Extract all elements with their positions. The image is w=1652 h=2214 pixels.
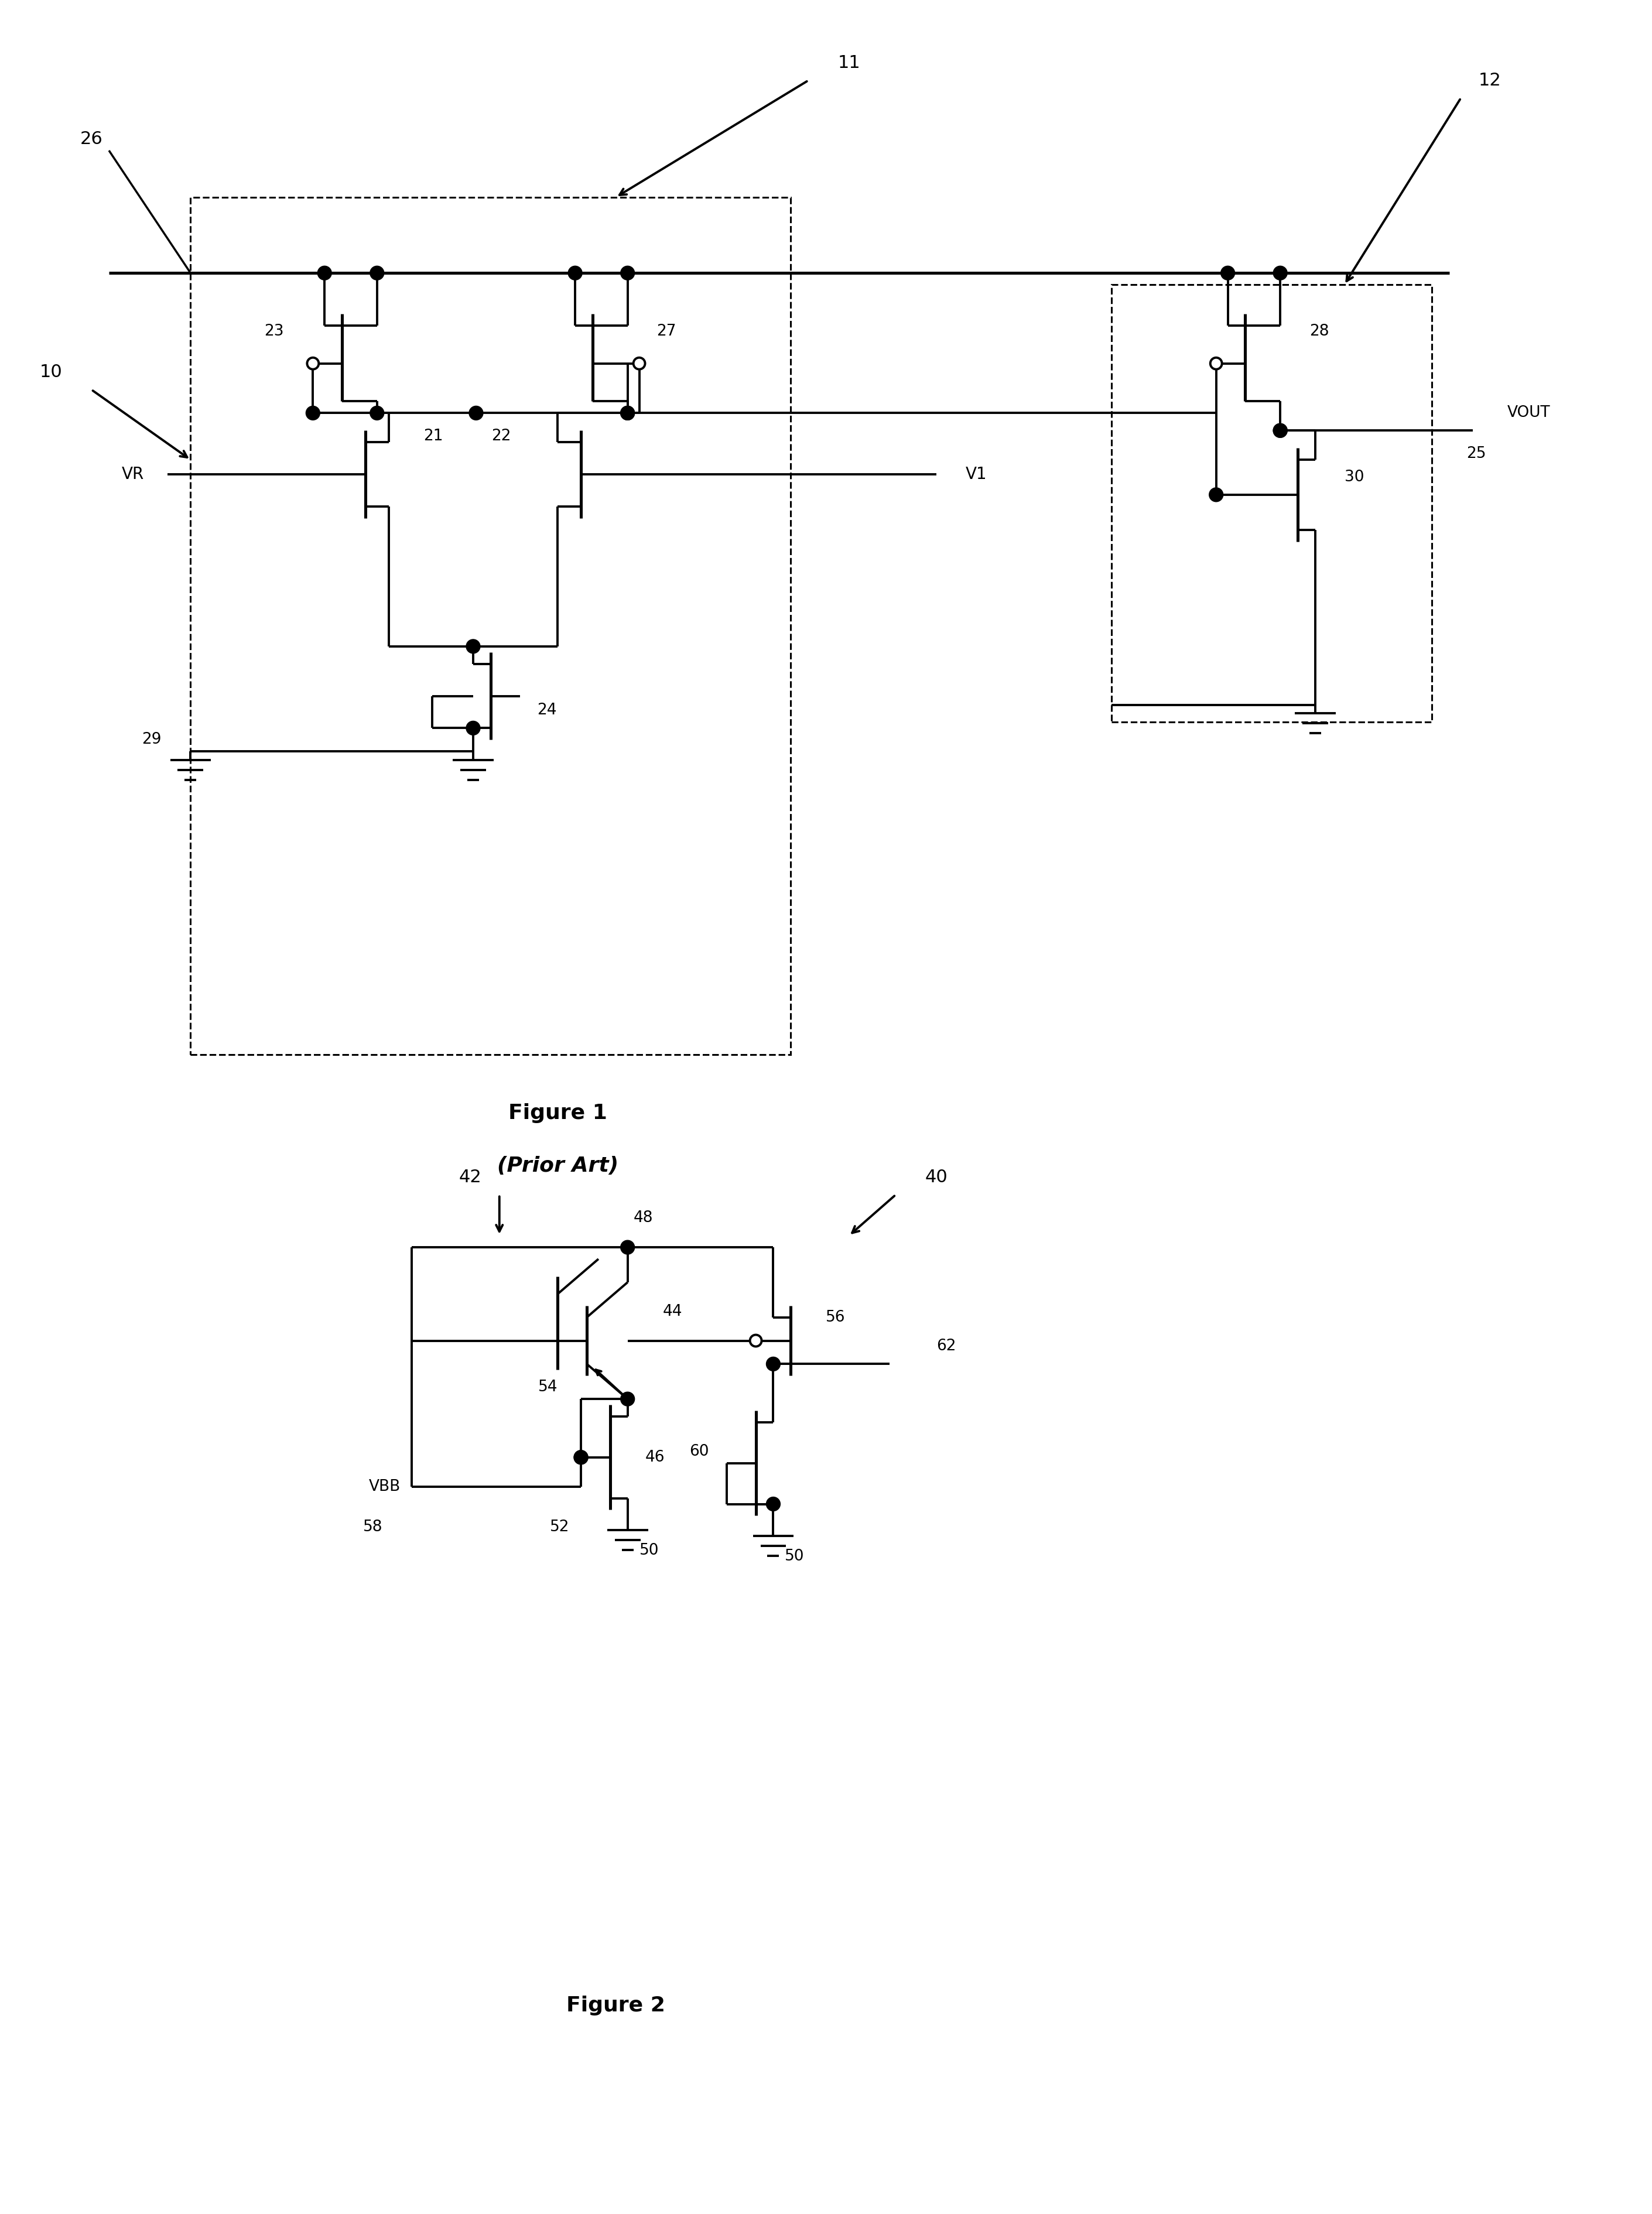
Circle shape xyxy=(469,405,482,421)
Circle shape xyxy=(621,266,634,279)
Text: 52: 52 xyxy=(550,1519,570,1534)
Circle shape xyxy=(370,405,383,421)
Circle shape xyxy=(621,1240,634,1255)
Text: Figure 1: Figure 1 xyxy=(509,1103,606,1122)
Text: 11: 11 xyxy=(838,55,861,71)
Text: 21: 21 xyxy=(423,430,443,445)
Bar xyxy=(190,197,791,1054)
Circle shape xyxy=(1211,359,1222,370)
Text: Figure 2: Figure 2 xyxy=(567,1995,666,2015)
Text: 22: 22 xyxy=(491,430,510,445)
Circle shape xyxy=(1221,266,1234,279)
Circle shape xyxy=(1274,423,1287,438)
Circle shape xyxy=(633,359,644,370)
Circle shape xyxy=(1274,266,1287,279)
Text: 50: 50 xyxy=(785,1550,805,1563)
Circle shape xyxy=(1209,487,1222,503)
Text: 58: 58 xyxy=(363,1519,383,1534)
Text: 62: 62 xyxy=(937,1339,957,1355)
Text: 60: 60 xyxy=(689,1444,709,1459)
Circle shape xyxy=(307,359,319,370)
Text: 28: 28 xyxy=(1310,323,1328,339)
Text: VBB: VBB xyxy=(368,1479,400,1494)
Text: 23: 23 xyxy=(264,323,284,339)
Text: 29: 29 xyxy=(142,733,162,748)
Text: 24: 24 xyxy=(537,704,557,717)
Text: 44: 44 xyxy=(662,1304,682,1320)
Text: 48: 48 xyxy=(633,1211,653,1227)
Circle shape xyxy=(568,266,582,279)
Text: 42: 42 xyxy=(459,1169,482,1187)
Circle shape xyxy=(573,1450,588,1463)
Text: VOUT: VOUT xyxy=(1508,405,1551,421)
Circle shape xyxy=(370,266,383,279)
Circle shape xyxy=(306,405,320,421)
Text: 25: 25 xyxy=(1467,447,1487,461)
Circle shape xyxy=(767,1497,780,1510)
Text: 10: 10 xyxy=(40,363,63,381)
Circle shape xyxy=(317,266,332,279)
Circle shape xyxy=(466,640,481,653)
Text: (Prior Art): (Prior Art) xyxy=(497,1156,618,1176)
Circle shape xyxy=(750,1335,762,1346)
Circle shape xyxy=(621,1393,634,1406)
Circle shape xyxy=(1274,423,1287,438)
Circle shape xyxy=(767,1357,780,1370)
Circle shape xyxy=(573,1450,588,1463)
Circle shape xyxy=(621,405,634,421)
Text: 30: 30 xyxy=(1345,469,1365,485)
Text: 12: 12 xyxy=(1479,73,1502,89)
Text: 50: 50 xyxy=(639,1543,659,1559)
Text: 56: 56 xyxy=(826,1311,846,1324)
Text: V1: V1 xyxy=(965,467,986,483)
Text: 40: 40 xyxy=(925,1169,948,1187)
Text: 27: 27 xyxy=(657,323,676,339)
Circle shape xyxy=(621,405,634,421)
Text: 46: 46 xyxy=(644,1450,664,1466)
Text: 26: 26 xyxy=(79,131,102,148)
Text: 54: 54 xyxy=(539,1379,558,1395)
Bar xyxy=(1112,286,1432,722)
Circle shape xyxy=(466,722,481,735)
Text: VR: VR xyxy=(122,467,144,483)
